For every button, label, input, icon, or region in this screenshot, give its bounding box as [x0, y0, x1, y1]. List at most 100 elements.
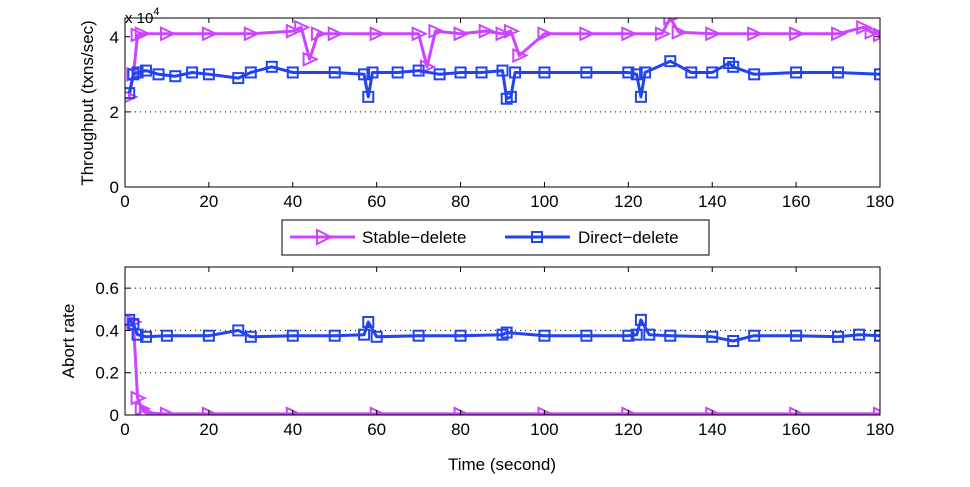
abort-rate-point-direct-delete	[358, 328, 371, 341]
throughput-y-multiplier-exponent: 4	[153, 6, 159, 18]
abort-rate-x-tick-label: 60	[367, 420, 386, 439]
abort-rate-point-stable-delete	[130, 390, 147, 406]
abort-rate-point-direct-delete	[853, 328, 866, 341]
throughput-point-direct-delete	[454, 66, 467, 79]
throughput-point-stable-delete	[420, 59, 437, 75]
throughput-point-stable-delete	[579, 26, 596, 42]
throughput-point-stable-delete	[512, 47, 529, 64]
abort-rate-point-direct-delete	[748, 329, 761, 342]
throughput-point-direct-delete	[727, 60, 740, 73]
throughput-x-tick-label: 60	[367, 192, 386, 211]
abort-rate-point-stable-delete	[201, 406, 219, 415]
throughput-point-direct-delete	[622, 66, 635, 79]
abort-rate-axes-box	[124, 266, 881, 416]
throughput-point-stable-delete	[453, 26, 470, 42]
throughput-y-tick-label: 2	[110, 103, 119, 122]
throughput-y-tick-label: 0	[110, 178, 119, 197]
abort-rate-x-tick-label: 120	[614, 420, 642, 439]
abort-rate-point-direct-delete	[727, 335, 740, 347]
throughput-point-stable-delete	[789, 26, 806, 42]
throughput-point-direct-delete	[265, 60, 278, 73]
abort-rate-point-direct-delete	[580, 329, 593, 342]
throughput-point-stable-delete	[856, 19, 873, 35]
abort-rate-point-stable-delete	[159, 406, 177, 415]
abort-rate-x-tick-label: 20	[199, 420, 218, 439]
throughput-point-stable-delete	[705, 26, 722, 42]
throughput-point-direct-delete	[362, 90, 375, 103]
throughput-point-direct-delete	[639, 66, 652, 79]
abort-rate-x-tick-label: 140	[698, 420, 726, 439]
throughput-point-direct-delete	[358, 68, 371, 81]
legend-item-stable-delete: Stable−delete	[290, 228, 466, 247]
throughput-point-direct-delete	[433, 68, 446, 81]
throughput-point-direct-delete	[232, 72, 245, 85]
throughput-y-multiplier-base: x 10	[125, 10, 153, 27]
throughput-x-tick-label: 100	[530, 192, 558, 211]
abort-rate-point-direct-delete	[664, 329, 677, 342]
abort-rate-gridlines	[125, 287, 880, 374]
throughput-point-direct-delete	[412, 64, 425, 77]
throughput-point-direct-delete	[328, 66, 341, 79]
legend-item-direct-delete: Direct−delete	[505, 228, 679, 247]
throughput-y-multiplier: x 104	[125, 6, 159, 27]
abort-rate-point-direct-delete	[622, 329, 635, 342]
abort-rate-point-stable-delete	[369, 406, 387, 415]
abort-rate-y-tick-label: 0	[110, 406, 119, 425]
throughput-point-stable-delete	[134, 26, 152, 42]
throughput-point-stable-delete	[621, 26, 638, 42]
throughput-point-direct-delete	[748, 68, 761, 81]
throughput-point-stable-delete	[503, 23, 521, 39]
abort-rate-point-direct-delete	[538, 329, 551, 342]
throughput-point-direct-delete	[169, 70, 182, 83]
throughput-x-tick-label: 160	[782, 192, 810, 211]
throughput-point-stable-delete	[747, 26, 764, 42]
abort-rate-point-direct-delete	[202, 329, 215, 342]
throughput-point-direct-delete	[244, 66, 257, 79]
throughput-point-direct-delete	[152, 68, 165, 81]
throughput-point-direct-delete	[790, 66, 803, 79]
throughput-axes-box	[124, 17, 881, 188]
throughput-ticks: 0 20 40 60 80 100 120 140 160 180 0 2 4	[110, 18, 894, 211]
throughput-point-stable-delete	[243, 26, 261, 42]
abort-rate-point-direct-delete	[874, 329, 880, 342]
throughput-point-stable-delete	[310, 26, 328, 42]
throughput-point-stable-delete	[201, 26, 219, 42]
abort-rate-point-direct-delete	[500, 326, 513, 339]
legend-label-direct-delete: Direct−delete	[578, 228, 679, 247]
throughput-line-direct-delete	[127, 59, 880, 101]
throughput-point-stable-delete	[411, 26, 428, 42]
throughput-point-direct-delete	[706, 66, 719, 79]
throughput-point-stable-delete	[873, 27, 880, 43]
abort-rate-x-tick-label: 80	[451, 420, 470, 439]
abort-rate-y-tick-label: 0.2	[95, 364, 119, 383]
throughput-point-direct-delete	[366, 66, 379, 79]
abort-rate-point-direct-delete	[643, 328, 656, 341]
throughput-point-stable-delete	[663, 18, 680, 26]
throughput-point-stable-delete	[369, 26, 387, 42]
abort-rate-point-direct-delete	[634, 313, 647, 326]
abort-rate-point-direct-delete	[832, 330, 845, 343]
abort-rate-x-tick-label: 100	[530, 420, 558, 439]
abort-rate-point-direct-delete	[630, 328, 643, 341]
throughput-point-stable-delete	[495, 26, 512, 42]
throughput-point-direct-delete	[874, 68, 880, 81]
throughput-point-direct-delete	[630, 68, 643, 81]
throughput-point-direct-delete	[125, 87, 136, 100]
abort-rate-y-axis-label: Abort rate	[59, 304, 78, 379]
throughput-point-direct-delete	[496, 64, 509, 77]
throughput-x-tick-label: 140	[698, 192, 726, 211]
throughput-point-direct-delete	[664, 55, 677, 68]
abort-rate-point-stable-delete	[285, 406, 303, 415]
abort-rate-point-direct-delete	[139, 330, 152, 343]
throughput-point-direct-delete	[580, 66, 593, 79]
abort-rate-point-direct-delete	[131, 328, 144, 341]
throughput-x-tick-label: 40	[283, 192, 302, 211]
throughput-point-stable-delete	[428, 23, 445, 39]
throughput-x-tick-label: 120	[614, 192, 642, 211]
legend: Stable−delete Direct−delete	[281, 219, 710, 256]
throughput-point-direct-delete	[634, 90, 647, 103]
throughput-x-tick-label: 0	[120, 192, 129, 211]
throughput-point-stable-delete	[302, 51, 319, 67]
throughput-point-stable-delete	[864, 24, 880, 40]
